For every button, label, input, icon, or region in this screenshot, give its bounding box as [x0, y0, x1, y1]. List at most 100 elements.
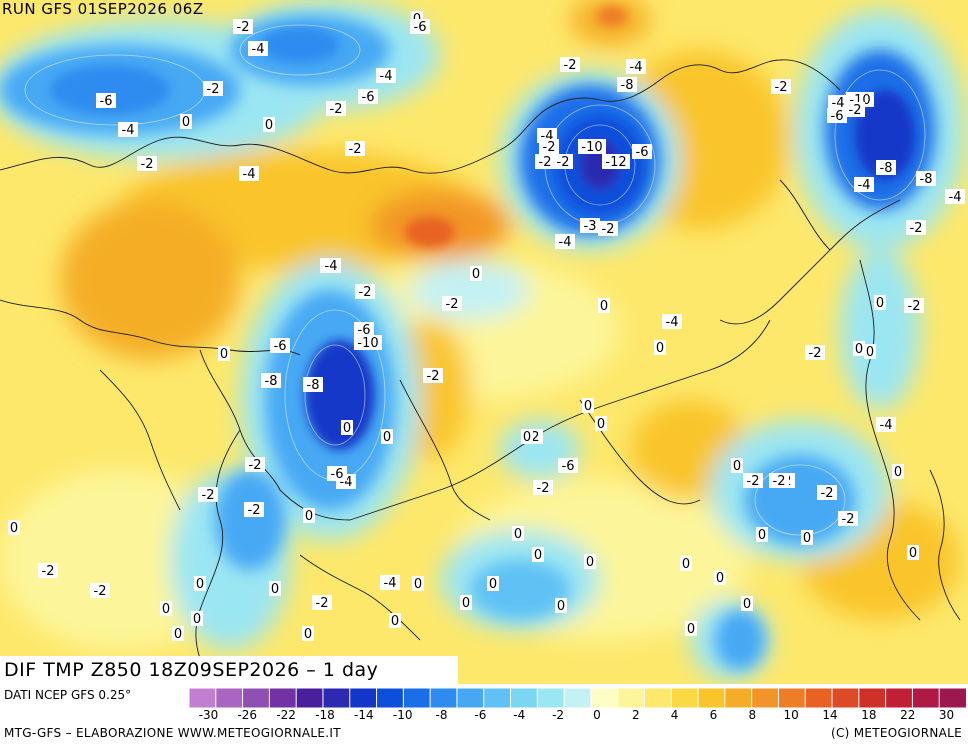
- contour-label: -6: [636, 145, 649, 160]
- colorbar-swatch: [724, 688, 753, 708]
- contour-label: -2: [202, 488, 215, 503]
- contour-label-bg: [303, 377, 323, 392]
- colorbar-tick-label: 30: [938, 708, 955, 722]
- contour-label-bg: [876, 417, 896, 432]
- contour-label: -2: [775, 80, 788, 95]
- contour-label-bg: [521, 429, 533, 444]
- contour-label-bg: [303, 508, 315, 523]
- contour-label: 0: [489, 577, 497, 592]
- contour-label: 0: [855, 342, 863, 357]
- contour-label: 0: [182, 115, 190, 130]
- contour-label-bg: [248, 41, 268, 56]
- colorbar-swatch: [349, 688, 378, 708]
- contour-label-bg: [355, 284, 375, 299]
- contour-label: -4: [122, 123, 135, 138]
- contour-label-bg: [904, 298, 924, 313]
- contour-label-bg: [38, 563, 58, 578]
- colorbar-swatch: [590, 688, 619, 708]
- colorbar-tick-label: -10: [392, 708, 413, 722]
- colorbar-swatch: [885, 688, 914, 708]
- contour-label: -6: [414, 20, 427, 35]
- contour-label-bg: [916, 171, 936, 186]
- colorbar-swatch: [563, 688, 592, 708]
- colorbar-tick-label: -8: [435, 708, 448, 722]
- contour-label: 0: [162, 602, 170, 617]
- contour-label-bg: [423, 368, 443, 383]
- contour-label: -6: [274, 339, 287, 354]
- contour-label: 0: [687, 622, 695, 637]
- colorbar-swatch: [858, 688, 887, 708]
- contour-label-bg: [827, 108, 847, 123]
- contour-label-bg: [685, 621, 697, 636]
- contour-label: -2: [564, 58, 577, 73]
- colorbar-swatch: [456, 688, 485, 708]
- colorbar-swatch: [510, 688, 539, 708]
- contour-label-bg: [714, 570, 726, 585]
- colorbar-swatch: [911, 688, 941, 708]
- contour-label-bg: [535, 154, 555, 169]
- colorbar-tick-label: -14: [354, 708, 374, 722]
- contour-label: 0: [304, 627, 312, 642]
- data-credit: DATI NCEP GFS 0.25°: [4, 688, 132, 702]
- contour-label: -2: [910, 221, 923, 236]
- contour-label: -4: [949, 190, 962, 205]
- contour-label-bg: [617, 77, 637, 92]
- contour-label-bg: [191, 611, 203, 626]
- contour-label-bg: [389, 613, 401, 628]
- contour-label-bg: [381, 429, 393, 444]
- contour-label-bg: [180, 114, 192, 129]
- contour-label-bg: [680, 556, 692, 571]
- contour-label-bg: [354, 322, 374, 337]
- contour-label-bg: [245, 457, 265, 472]
- contour-label-bg: [302, 626, 314, 641]
- contour-label-bg: [380, 575, 400, 590]
- contour-label: -2: [141, 157, 154, 172]
- contour-label: -2: [207, 82, 220, 97]
- contour-label: -2: [359, 285, 372, 300]
- contour-label: -10: [581, 140, 602, 155]
- contour-label-bg: [263, 117, 275, 132]
- contour-label: -3: [584, 219, 597, 234]
- colorbar-swatch: [670, 688, 700, 708]
- contour-label: 0: [803, 531, 811, 546]
- contour-label: 0: [743, 597, 751, 612]
- contour-label: -4: [630, 60, 643, 75]
- colorbar-swatch: [617, 688, 646, 708]
- contour-label-bg: [470, 266, 482, 281]
- contour-label-bg: [853, 341, 865, 356]
- colorbar-tick-label: 22: [900, 708, 916, 722]
- contour-label-bg: [743, 473, 763, 488]
- footer-credit: MTG-GFS – ELABORAZIONE WWW.METEOGIORNALE…: [4, 726, 341, 740]
- contour-label: -8: [920, 172, 933, 187]
- contour-label-bg: [598, 298, 610, 313]
- contour-label-bg: [769, 473, 789, 488]
- contour-label: -8: [621, 78, 634, 93]
- colorbar-swatch: [295, 688, 324, 708]
- colorbar-swatch: [777, 688, 807, 708]
- contour-label-bg: [876, 160, 896, 175]
- contour-label-bg: [8, 520, 20, 535]
- colorbar-tick-label: -6: [474, 708, 487, 722]
- contour-label-bg: [354, 335, 382, 350]
- contour-label-bg: [662, 314, 682, 329]
- colorbar-tick-label: -2: [552, 708, 565, 722]
- colorbar-tick-label: 4: [670, 708, 679, 722]
- contour-label-bg: [801, 530, 813, 545]
- contour-label-bg: [845, 102, 865, 117]
- contour-label-bg: [906, 220, 926, 235]
- contour-label-bg: [854, 177, 874, 192]
- contour-label: -2: [543, 140, 556, 155]
- contour-label: 0: [462, 596, 470, 611]
- contour-label: 0: [534, 548, 542, 563]
- contour-label: 0: [523, 430, 531, 445]
- contour-label: -2: [773, 474, 786, 489]
- contour-label: -2: [94, 584, 107, 599]
- colorbar-swatch: [268, 688, 298, 708]
- contour-label: -2: [237, 20, 250, 35]
- contour-label: 0: [383, 430, 391, 445]
- colorbar-swatch: [751, 688, 780, 708]
- contour-label-bg: [512, 526, 524, 541]
- contour-label: -2: [539, 155, 552, 170]
- colorbar-swatch: [831, 688, 860, 708]
- contour-label-bg: [160, 601, 172, 616]
